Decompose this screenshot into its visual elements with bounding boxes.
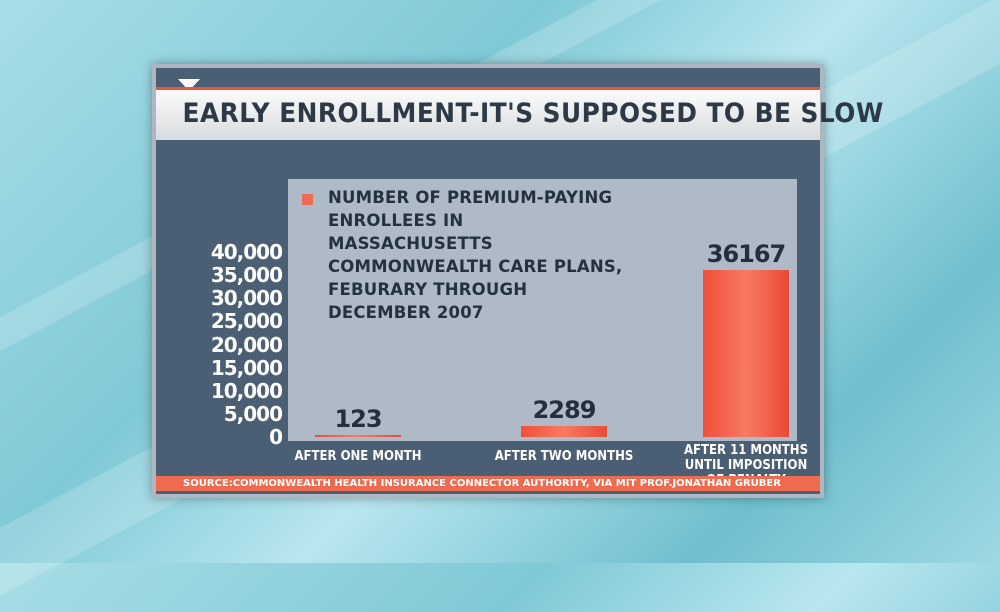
data-label: 2289 <box>532 396 597 425</box>
y-tick-label: 30,000 <box>210 286 283 311</box>
y-tick-label: 10,000 <box>210 378 283 403</box>
source-bar: SOURCE:COMMONWEALTH HEALTH INSURANCE CON… <box>156 476 820 491</box>
bar <box>703 269 789 437</box>
x-category-label: AFTER ONE MONTH <box>294 449 422 464</box>
y-tick-label: 15,000 <box>210 355 283 380</box>
bar <box>315 435 401 437</box>
data-label: 36167 <box>706 239 787 268</box>
title-bar: EARLY ENROLLMENT-IT'S SUPPOSED TO BE SLO… <box>156 87 884 140</box>
y-tick-label: 25,000 <box>210 309 283 334</box>
chart-title: EARLY ENROLLMENT-IT'S SUPPOSED TO BE SLO… <box>182 98 884 129</box>
y-tick-label: 0 <box>269 425 283 449</box>
data-label: 123 <box>334 405 382 433</box>
y-tick-label: 35,000 <box>210 263 283 288</box>
x-category-label: AFTER TWO MONTHS <box>494 449 634 464</box>
chart-frame: EARLY ENROLLMENT-IT'S SUPPOSED TO BE SLO… <box>152 64 884 498</box>
source-text: SOURCE:COMMONWEALTH HEALTH INSURANCE CON… <box>183 478 781 489</box>
y-tick-label: 40,000 <box>210 240 283 264</box>
y-tick-label: 20,000 <box>210 332 283 357</box>
legend-swatch <box>302 194 313 205</box>
legend-label: NUMBER OF PREMIUM-PAYING ENROLLEES IN MA… <box>328 188 623 322</box>
chart-panel: EARLY ENROLLMENT-IT'S SUPPOSED TO BE SLO… <box>156 68 884 494</box>
y-tick-label: 5,000 <box>223 401 283 426</box>
bar <box>521 426 607 437</box>
